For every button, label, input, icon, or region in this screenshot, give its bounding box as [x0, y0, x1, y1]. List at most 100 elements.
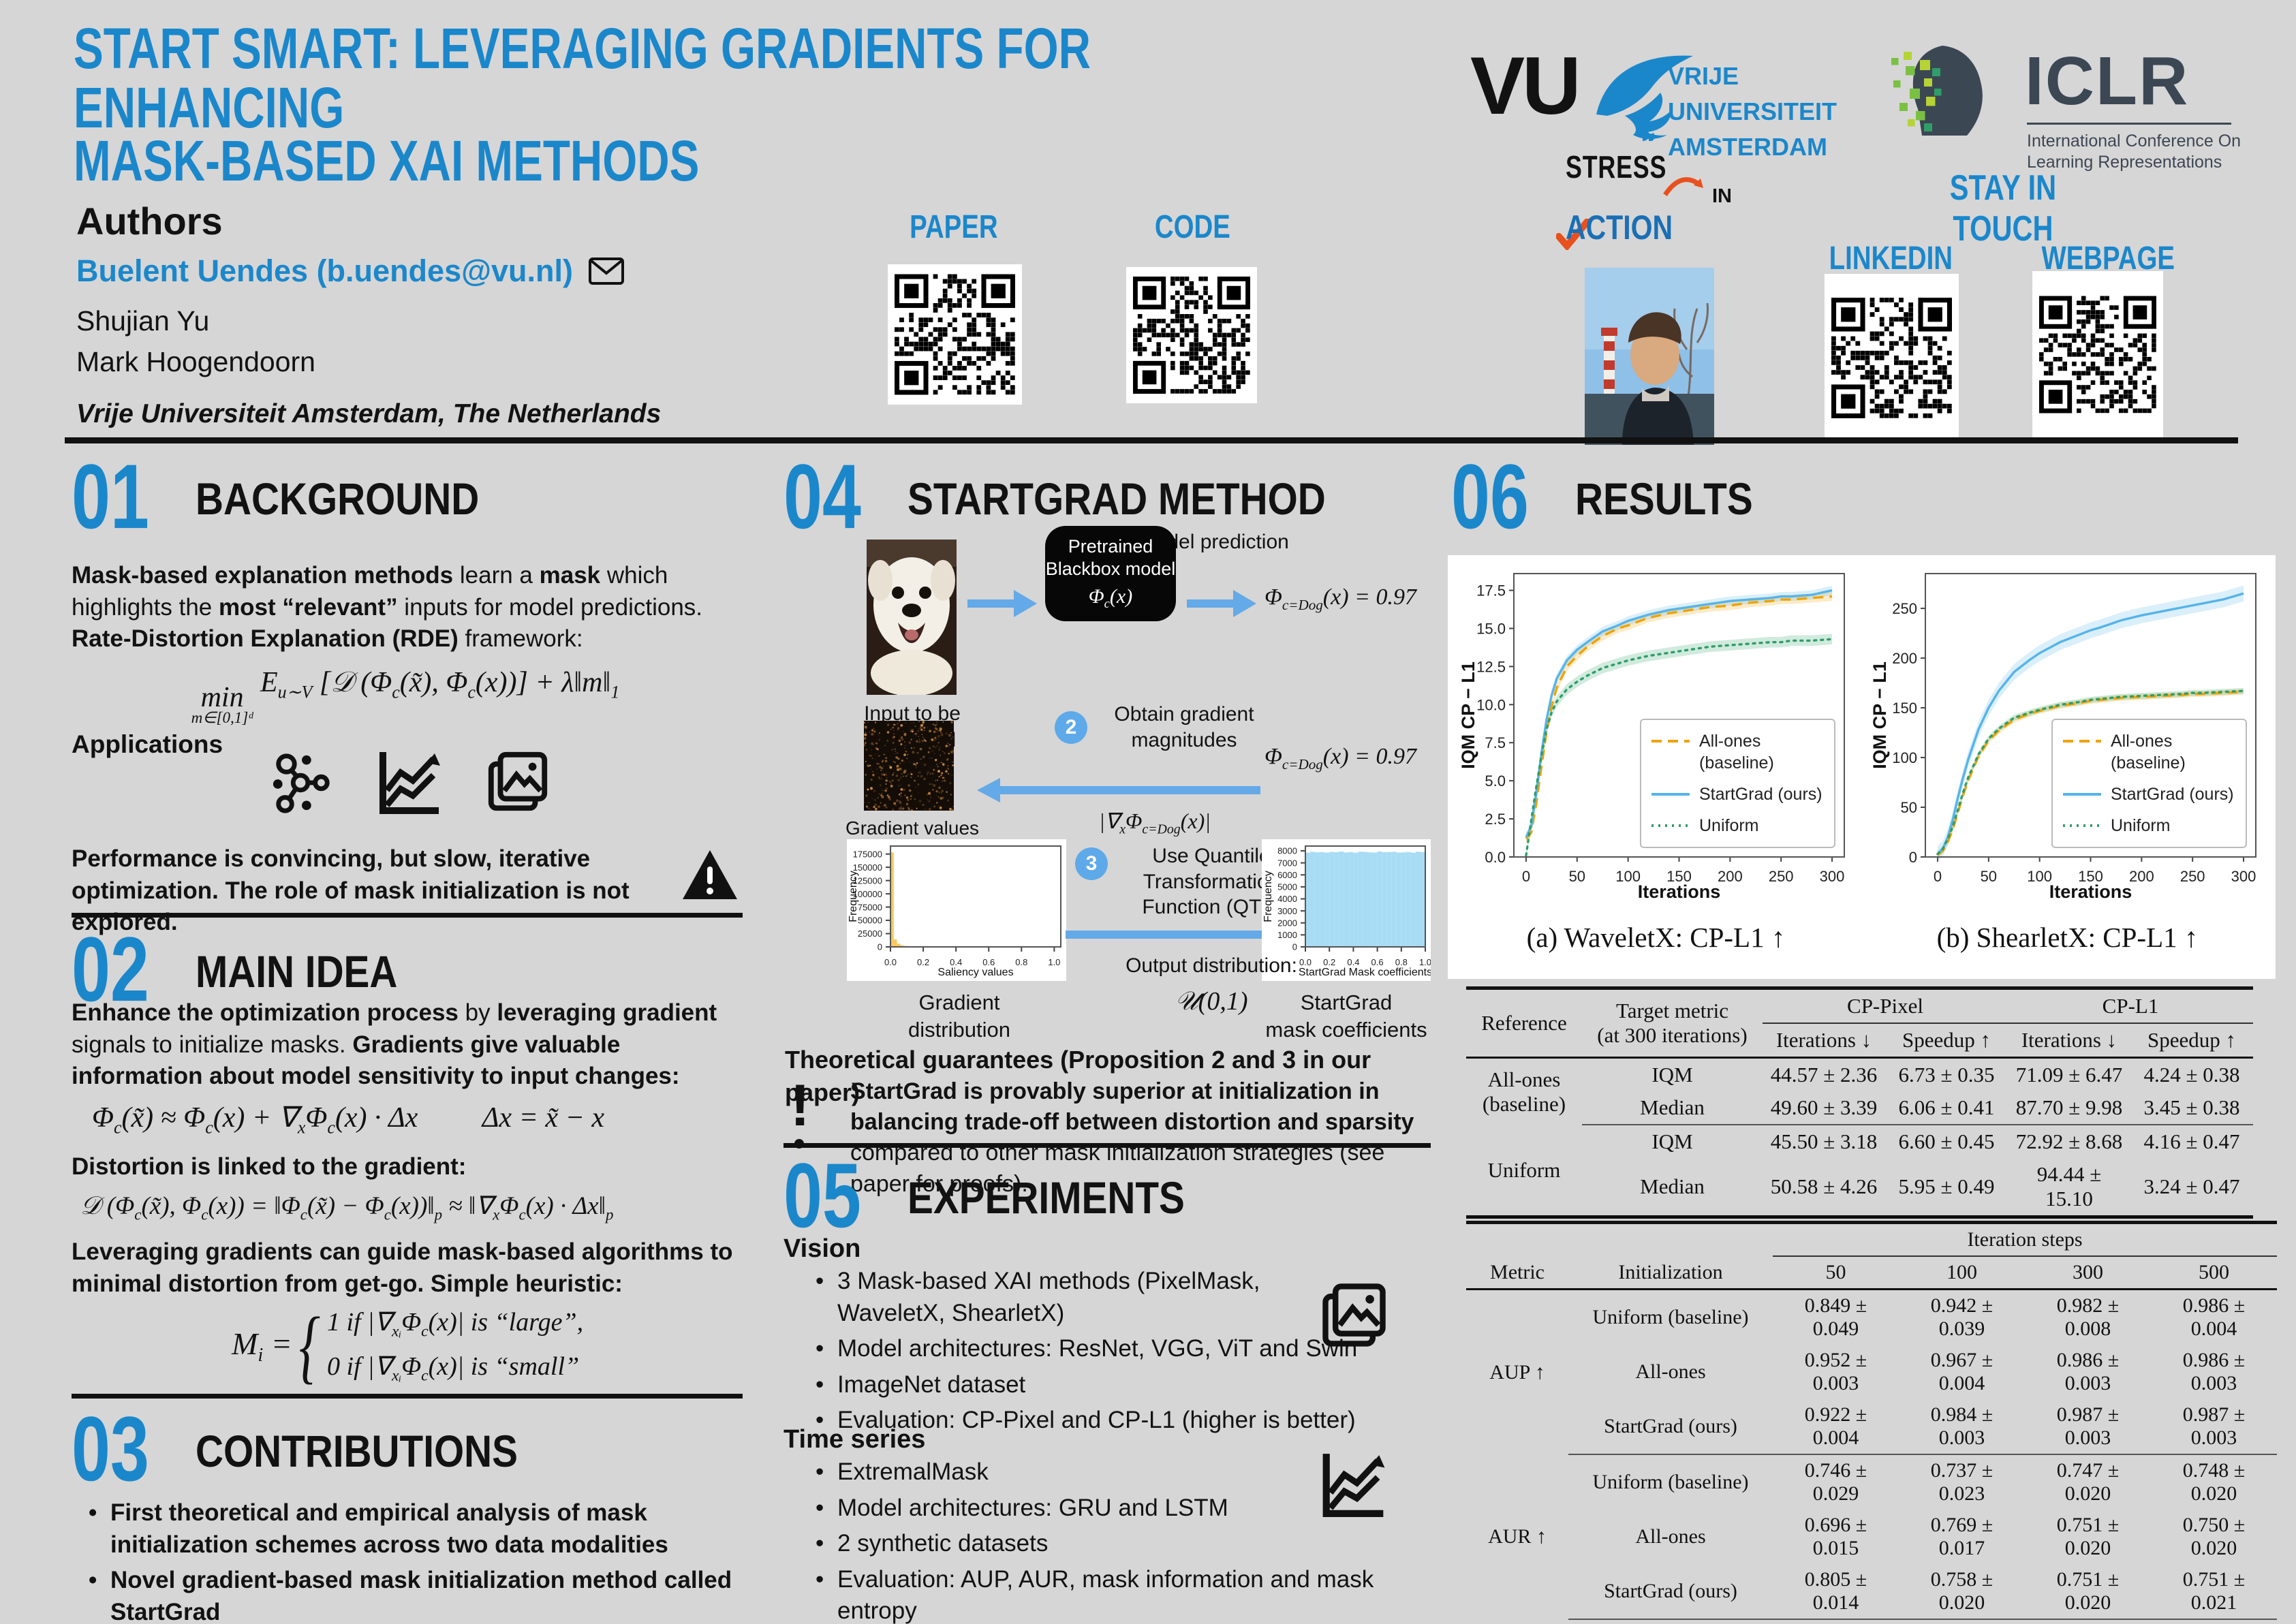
qr-module: [2142, 361, 2147, 366]
qr-module: [1170, 365, 1175, 371]
qr-module: [2142, 333, 2147, 339]
qr-module: [991, 390, 996, 395]
qr-module: [1231, 342, 1237, 347]
background-warning-text: Performance is convincing, but slow, ite…: [72, 845, 630, 936]
noise-dot: [910, 795, 912, 798]
qr-module: [2072, 338, 2077, 343]
affiliation: Vrije Universiteit Amsterdam, The Nether…: [76, 399, 662, 428]
qr-module: [972, 360, 977, 366]
qr-module: [1908, 375, 1914, 380]
qr-module: [2067, 333, 2072, 339]
qr-module: [991, 327, 996, 332]
qr-module: [1198, 356, 1203, 361]
qr-module: [2085, 385, 2091, 390]
arrow-right-long-icon: [1066, 922, 1294, 947]
qr-module: [1846, 341, 1851, 346]
noise-dot: [891, 773, 895, 777]
qr-module: [1198, 295, 1203, 300]
qr-module: [1179, 389, 1185, 394]
qr-module: [1870, 298, 1875, 302]
noise-dot: [929, 795, 931, 797]
noise-dot: [871, 749, 873, 751]
qr-module: [2114, 305, 2119, 310]
noise-dot: [935, 746, 937, 749]
noise-dot: [872, 744, 874, 745]
qr-module: [1855, 341, 1861, 346]
qr-module: [1137, 347, 1143, 352]
noise-dot: [884, 789, 887, 792]
qr-module: [1879, 408, 1884, 413]
noise-dot: [937, 770, 940, 773]
qr-module: [2142, 347, 2147, 352]
qr-module: [976, 313, 982, 317]
arrow-right-icon: [1187, 590, 1256, 617]
qr-module: [1010, 351, 1015, 356]
qr-module: [1005, 337, 1010, 342]
qr-module: [1217, 328, 1222, 333]
qr-module: [2085, 319, 2091, 324]
section-3-title: CONTRIBUTIONS: [196, 1426, 518, 1476]
plot-border: [1305, 845, 1426, 948]
qr-module: [1904, 389, 1908, 394]
noise-dot: [901, 805, 902, 807]
noise-dot: [922, 736, 924, 738]
qr-module: [1236, 384, 1241, 389]
y-tick-label: 175000: [853, 849, 882, 859]
noise-dot: [945, 770, 948, 773]
qr-module: [1870, 312, 1875, 317]
qr-module: [1850, 350, 1856, 356]
results-table-1: Reference Target metric (at 300 iterations…: [1466, 986, 2253, 1219]
qr-module: [2039, 356, 2044, 362]
qr-module: [1005, 346, 1010, 352]
qr-module: [991, 317, 996, 323]
noise-dot: [935, 779, 937, 781]
qr-module: [1927, 389, 1933, 394]
qr-module: [1236, 370, 1241, 375]
qr-module: [1161, 318, 1166, 324]
qr-module: [2039, 338, 2044, 343]
noise-dot: [864, 725, 867, 728]
qr-module: [1870, 350, 1875, 356]
qr-module: [1133, 337, 1138, 343]
qr-module: [976, 375, 982, 380]
qr-module: [1151, 318, 1157, 324]
qr-module: [947, 298, 952, 303]
qr-module: [1198, 342, 1203, 347]
noise-dot: [937, 779, 939, 781]
bar: [1377, 851, 1382, 947]
qr-module: [1184, 285, 1190, 291]
qr-module: [1179, 370, 1185, 375]
y-tick-label: 6000: [1277, 870, 1297, 880]
qr-module: [1889, 379, 1894, 385]
noise-dot: [895, 723, 897, 726]
qr-module: [1908, 336, 1914, 341]
qr-module: [1184, 300, 1190, 305]
iclr-head-icon: [1891, 46, 1983, 136]
noise-dot: [905, 750, 907, 753]
qr-module: [2100, 310, 2105, 315]
qr-module: [1870, 408, 1875, 413]
qr-module: [967, 313, 972, 317]
qr-module: [937, 327, 943, 332]
qr-module: [1133, 328, 1138, 333]
qr-module: [1222, 337, 1227, 343]
noise-dot: [927, 799, 928, 800]
qr-module: [2118, 394, 2124, 399]
brace: {: [298, 1299, 321, 1392]
noise-dot: [910, 730, 912, 732]
qr-module: [1942, 403, 1947, 409]
qr-module: [918, 322, 924, 328]
line-chart-icon: [379, 752, 440, 814]
qr-module: [1918, 360, 1923, 365]
qr-module: [1198, 379, 1203, 384]
noise-dot: [897, 723, 898, 725]
iclr-wordmark: ICLR: [2025, 43, 2190, 119]
noise-dot: [951, 748, 953, 749]
noise-dot: [940, 733, 944, 736]
qr-module: [2132, 371, 2138, 376]
noise-dot: [899, 737, 901, 739]
x-tick-label: 0.8: [1015, 957, 1027, 967]
noise-dot: [873, 805, 875, 809]
noise-dot: [885, 783, 887, 785]
section-6-title: RESULTS: [1575, 473, 1754, 524]
